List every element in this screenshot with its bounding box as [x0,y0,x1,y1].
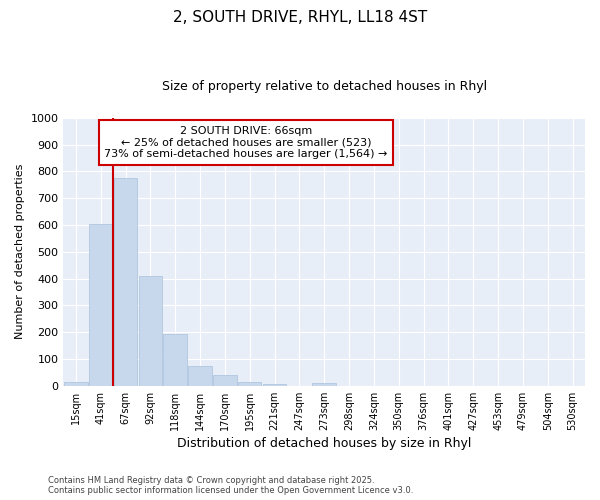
Text: Contains HM Land Registry data © Crown copyright and database right 2025.
Contai: Contains HM Land Registry data © Crown c… [48,476,413,495]
Text: 2, SOUTH DRIVE, RHYL, LL18 4ST: 2, SOUTH DRIVE, RHYL, LL18 4ST [173,10,427,25]
Bar [313,383,336,386]
Title: Size of property relative to detached houses in Rhyl: Size of property relative to detached ho… [161,80,487,93]
Bar [188,366,212,386]
Bar [89,224,112,386]
Bar [263,384,286,386]
Text: 2 SOUTH DRIVE: 66sqm
← 25% of detached houses are smaller (523)
73% of semi-deta: 2 SOUTH DRIVE: 66sqm ← 25% of detached h… [104,126,388,159]
Bar [238,382,262,386]
X-axis label: Distribution of detached houses by size in Rhyl: Distribution of detached houses by size … [177,437,472,450]
Bar [114,178,137,386]
Bar [64,382,88,386]
Bar [163,334,187,386]
Bar [213,375,236,386]
Bar [139,276,162,386]
Y-axis label: Number of detached properties: Number of detached properties [15,164,25,340]
